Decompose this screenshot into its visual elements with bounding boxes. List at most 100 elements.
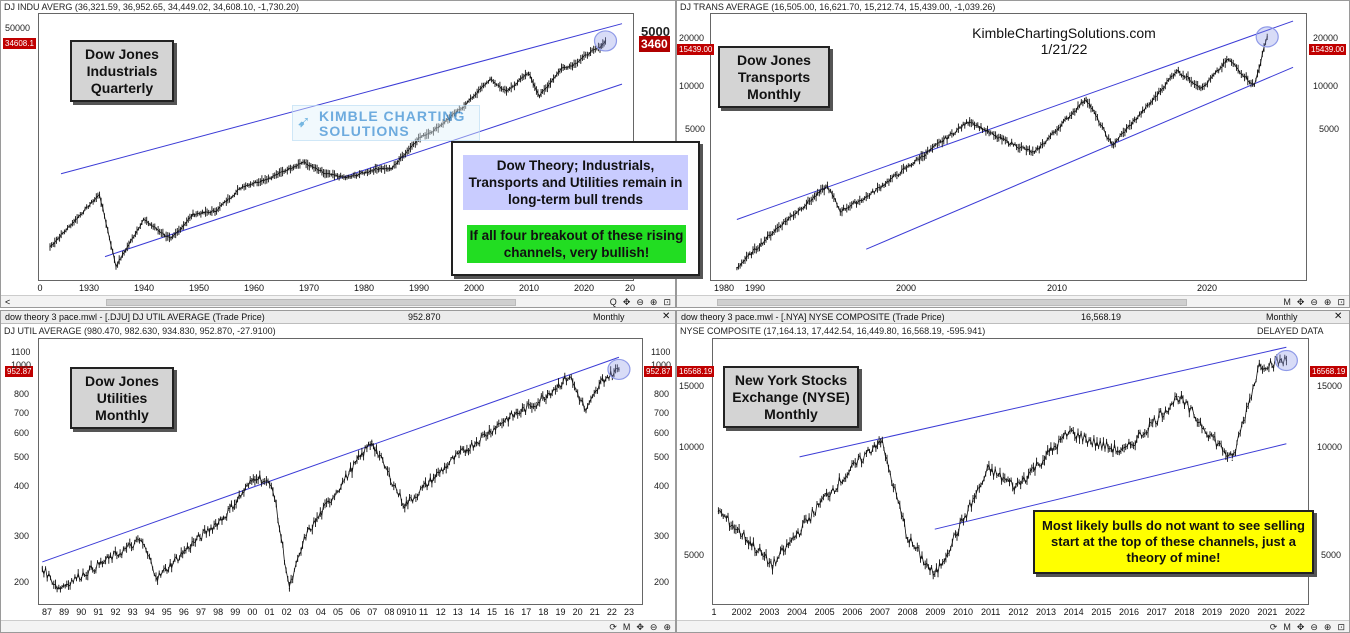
move-icon[interactable]: ✥: [1296, 622, 1305, 632]
util-y-tick: 800: [14, 389, 30, 399]
indu-data-point: [538, 95, 541, 97]
period-m-button[interactable]: M: [1283, 622, 1291, 632]
period-m-button[interactable]: M: [622, 622, 631, 632]
util-header-period: Monthly: [593, 312, 625, 322]
zoom-out-icon[interactable]: ⊖: [636, 297, 644, 307]
scroll-left-icon[interactable]: <: [5, 297, 11, 307]
indu-channel-lower-line: [104, 83, 623, 258]
nyse-x-tick: 2012: [1008, 607, 1029, 617]
trans-scroll-thumb[interactable]: [717, 299, 1187, 306]
trans-data-point: [969, 120, 971, 122]
nyse-y-tick: 15000: [679, 381, 705, 391]
indu-x-tick: 1950: [188, 283, 210, 293]
period-q-button[interactable]: Q: [609, 297, 617, 307]
util-panel: dow theory 3 pace.mwl - [.DJU] DJ UTIL A…: [0, 310, 676, 633]
indu-data-point: [346, 177, 348, 179]
indu-label-box: Dow Jones Industrials Quarterly: [70, 40, 174, 102]
util-data-point: [601, 379, 604, 381]
zoom-out-icon[interactable]: ⊖: [1310, 622, 1318, 632]
util-header: dow theory 3 pace.mwl - [.DJU] DJ UTIL A…: [1, 311, 675, 324]
trans-x-tick: 2020: [1196, 283, 1218, 293]
util-y-tick: 600: [14, 428, 30, 438]
util-data-point: [354, 463, 356, 465]
indu-data-point: [98, 193, 101, 195]
util-data-point: [568, 375, 571, 377]
nyse-data-point: [1177, 396, 1179, 398]
trans-y-axis: 20000 10000 5000: [1313, 13, 1349, 281]
move-icon[interactable]: ✥: [622, 297, 631, 307]
trans-x-axis: 1980 1990 2000 2010 2020: [710, 283, 1307, 295]
zoom-in-icon[interactable]: ⊕: [663, 622, 671, 632]
trans-y-tick: 20000: [1313, 33, 1339, 43]
zoom-in-icon[interactable]: ⊕: [649, 297, 658, 307]
close-icon[interactable]: ✕: [662, 311, 671, 322]
util-y-tick: 400: [14, 481, 30, 491]
trans-data-point: [1201, 87, 1204, 89]
util-data-point: [503, 420, 505, 422]
trans-y-tick: 5000: [685, 124, 706, 134]
nyse-toolbar: ⟳ M ✥ ⊖ ⊕ ⊡: [1269, 621, 1345, 632]
indu-y-axis-left: 50000: [5, 23, 39, 43]
move-icon[interactable]: ✥: [1296, 297, 1305, 307]
util-x-tick: 23: [623, 607, 635, 617]
zoom-in-icon[interactable]: ⊕: [1323, 297, 1332, 307]
close-icon[interactable]: ✕: [1334, 311, 1343, 322]
indu-data-point: [461, 106, 464, 109]
fit-icon[interactable]: ⊡: [1337, 622, 1345, 632]
util-x-tick: 14: [469, 607, 480, 617]
nyse-data-point: [880, 438, 882, 440]
trans-price-tag: 15439.00: [1309, 44, 1347, 55]
util-y-tick: 1000: [651, 360, 672, 370]
move-icon[interactable]: ✥: [636, 622, 644, 632]
util-y-tick: 1100: [11, 347, 31, 357]
indu-data-point: [142, 218, 145, 221]
trans-data-point: [1150, 102, 1152, 104]
fit-icon[interactable]: ⊡: [663, 297, 671, 307]
util-data-point: [255, 474, 258, 476]
util-x-tick: 91: [93, 607, 104, 617]
trans-x-tick: 1980: [713, 283, 735, 293]
nyse-data-point: [825, 494, 828, 496]
util-x-tick: 87: [41, 607, 53, 617]
indu-x-tick: 1960: [243, 283, 265, 293]
indu-data-point: [192, 213, 194, 215]
nyse-x-tick: 2005: [814, 607, 835, 617]
util-scrollbar[interactable]: ⟳ M ✥ ⊖ ⊕: [1, 620, 675, 632]
util-x-tick: 08: [384, 607, 395, 617]
nyse-header-file: dow theory 3 pace.mwl - [.NYA] NYSE COMP…: [681, 312, 945, 322]
util-x-tick: 92: [110, 607, 121, 617]
refresh-icon[interactable]: ⟳: [1269, 622, 1278, 632]
indu-scroll-thumb[interactable]: [106, 299, 516, 306]
indu-x-tick: 1930: [78, 283, 100, 293]
util-y-tick: 600: [654, 428, 670, 438]
fit-icon[interactable]: ⊡: [1337, 297, 1345, 307]
indu-x-tick: 20: [624, 283, 636, 293]
nyse-x-tick: 1: [711, 607, 717, 617]
indu-channel-upper-line: [60, 23, 623, 175]
indu-x-tick: 2020: [573, 283, 595, 293]
refresh-icon[interactable]: ⟳: [609, 622, 617, 632]
util-data-point: [453, 458, 455, 460]
zoom-in-icon[interactable]: ⊕: [1323, 622, 1332, 632]
util-x-tick: 06: [350, 607, 361, 617]
nyse-x-tick: 2017: [1146, 607, 1167, 617]
zoom-out-icon[interactable]: ⊖: [649, 622, 658, 632]
util-data-point: [140, 539, 142, 541]
indu-x-tick: 1980: [353, 283, 375, 293]
nyse-data-point: [988, 468, 990, 470]
trans-scrollbar[interactable]: M ✥ ⊖ ⊕ ⊡: [677, 295, 1349, 307]
indu-data-point: [390, 168, 392, 170]
util-x-tick: 04: [315, 607, 326, 617]
trans-data-point: [826, 185, 829, 187]
nyse-y-tick: 10000: [679, 442, 705, 452]
trans-data-point: [1111, 144, 1113, 147]
period-m-button[interactable]: M: [1283, 297, 1291, 307]
trans-y-axis-left: 20000 10000 5000: [679, 13, 711, 281]
indu-scrollbar[interactable]: < Q ✥ ⊖ ⊕ ⊡: [1, 295, 675, 307]
util-x-tick: 03: [298, 607, 309, 617]
nyse-data-point: [1231, 459, 1233, 461]
zoom-out-icon[interactable]: ⊖: [1310, 297, 1318, 307]
indu-x-tick: 1990: [408, 283, 430, 293]
util-plot[interactable]: [38, 338, 643, 605]
nyse-scrollbar[interactable]: ⟳ M ✥ ⊖ ⊕ ⊡: [677, 620, 1349, 632]
